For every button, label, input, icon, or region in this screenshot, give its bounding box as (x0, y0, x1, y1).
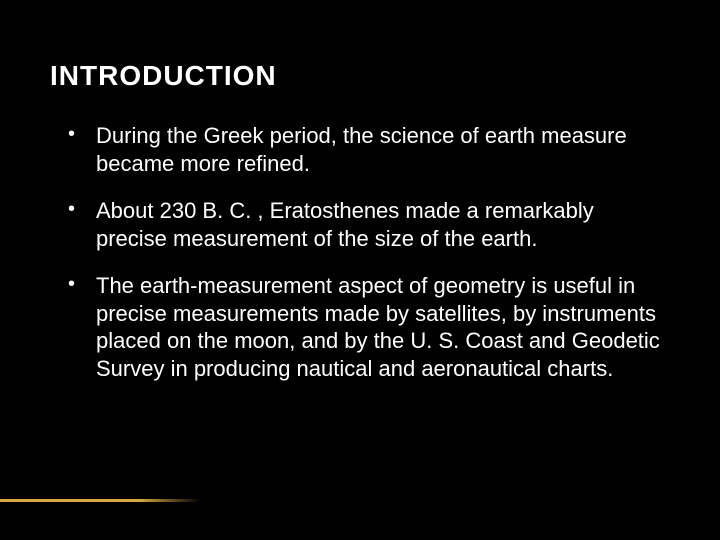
bullet-item: The earth-measurement aspect of geometry… (78, 272, 670, 382)
bullet-list: During the Greek period, the science of … (50, 122, 670, 382)
slide-container: INTRODUCTION During the Greek period, th… (0, 0, 720, 540)
bullet-item: During the Greek period, the science of … (78, 122, 670, 177)
bullet-item: About 230 B. C. , Eratosthenes made a re… (78, 197, 670, 252)
accent-line (0, 499, 200, 502)
slide-title: INTRODUCTION (50, 60, 670, 92)
